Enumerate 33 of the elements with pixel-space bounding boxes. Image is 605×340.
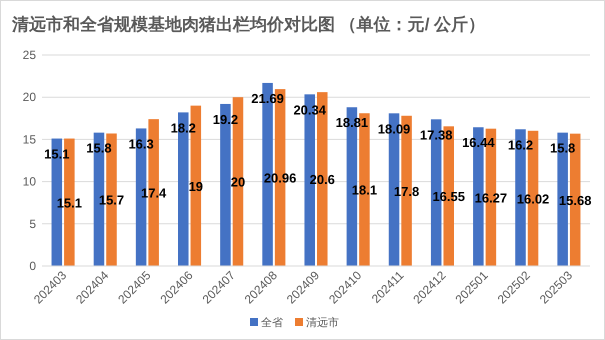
legend-label: 全省 [261, 316, 283, 329]
data-label: 21.69 [251, 90, 284, 106]
data-label: 17.38 [420, 127, 452, 142]
data-label: 17.8 [394, 184, 420, 199]
data-label: 18.81 [336, 115, 368, 130]
data-label: 15.68 [558, 192, 592, 208]
y-tick-label: 15 [22, 132, 36, 146]
data-label: 17.4 [141, 186, 168, 201]
data-label: 15.7 [98, 192, 124, 208]
data-label: 18.09 [378, 121, 410, 136]
y-tick-label: 0 [29, 259, 36, 273]
data-label: 20.34 [293, 102, 327, 118]
data-label: 16.2 [508, 137, 534, 152]
y-tick-label: 10 [22, 174, 36, 189]
y-tick-label: 25 [22, 48, 36, 62]
data-label: 15.8 [86, 140, 112, 156]
data-label: 16.44 [462, 135, 496, 150]
data-label: 15.1 [44, 146, 70, 162]
data-label: 16.02 [516, 191, 550, 206]
data-label: 18.2 [170, 120, 196, 136]
data-label: 16.55 [432, 189, 466, 204]
data-label: 16.3 [128, 136, 154, 152]
data-label: 15.8 [550, 140, 576, 156]
data-label: 18.1 [352, 182, 378, 198]
data-label: 15.1 [56, 195, 82, 210]
y-tick-label: 20 [22, 90, 36, 104]
data-label: 16.27 [474, 190, 508, 206]
data-label: 19.2 [212, 112, 238, 127]
chart-title: 清远市和全省规模基地肉猪出栏均价对比图 （单位：元/ 公斤） [11, 15, 486, 34]
data-label: 20.6 [310, 172, 335, 188]
data-label: 20.96 [264, 170, 296, 186]
legend-label: 清远市 [306, 316, 339, 329]
y-tick-label: 5 [29, 216, 36, 231]
